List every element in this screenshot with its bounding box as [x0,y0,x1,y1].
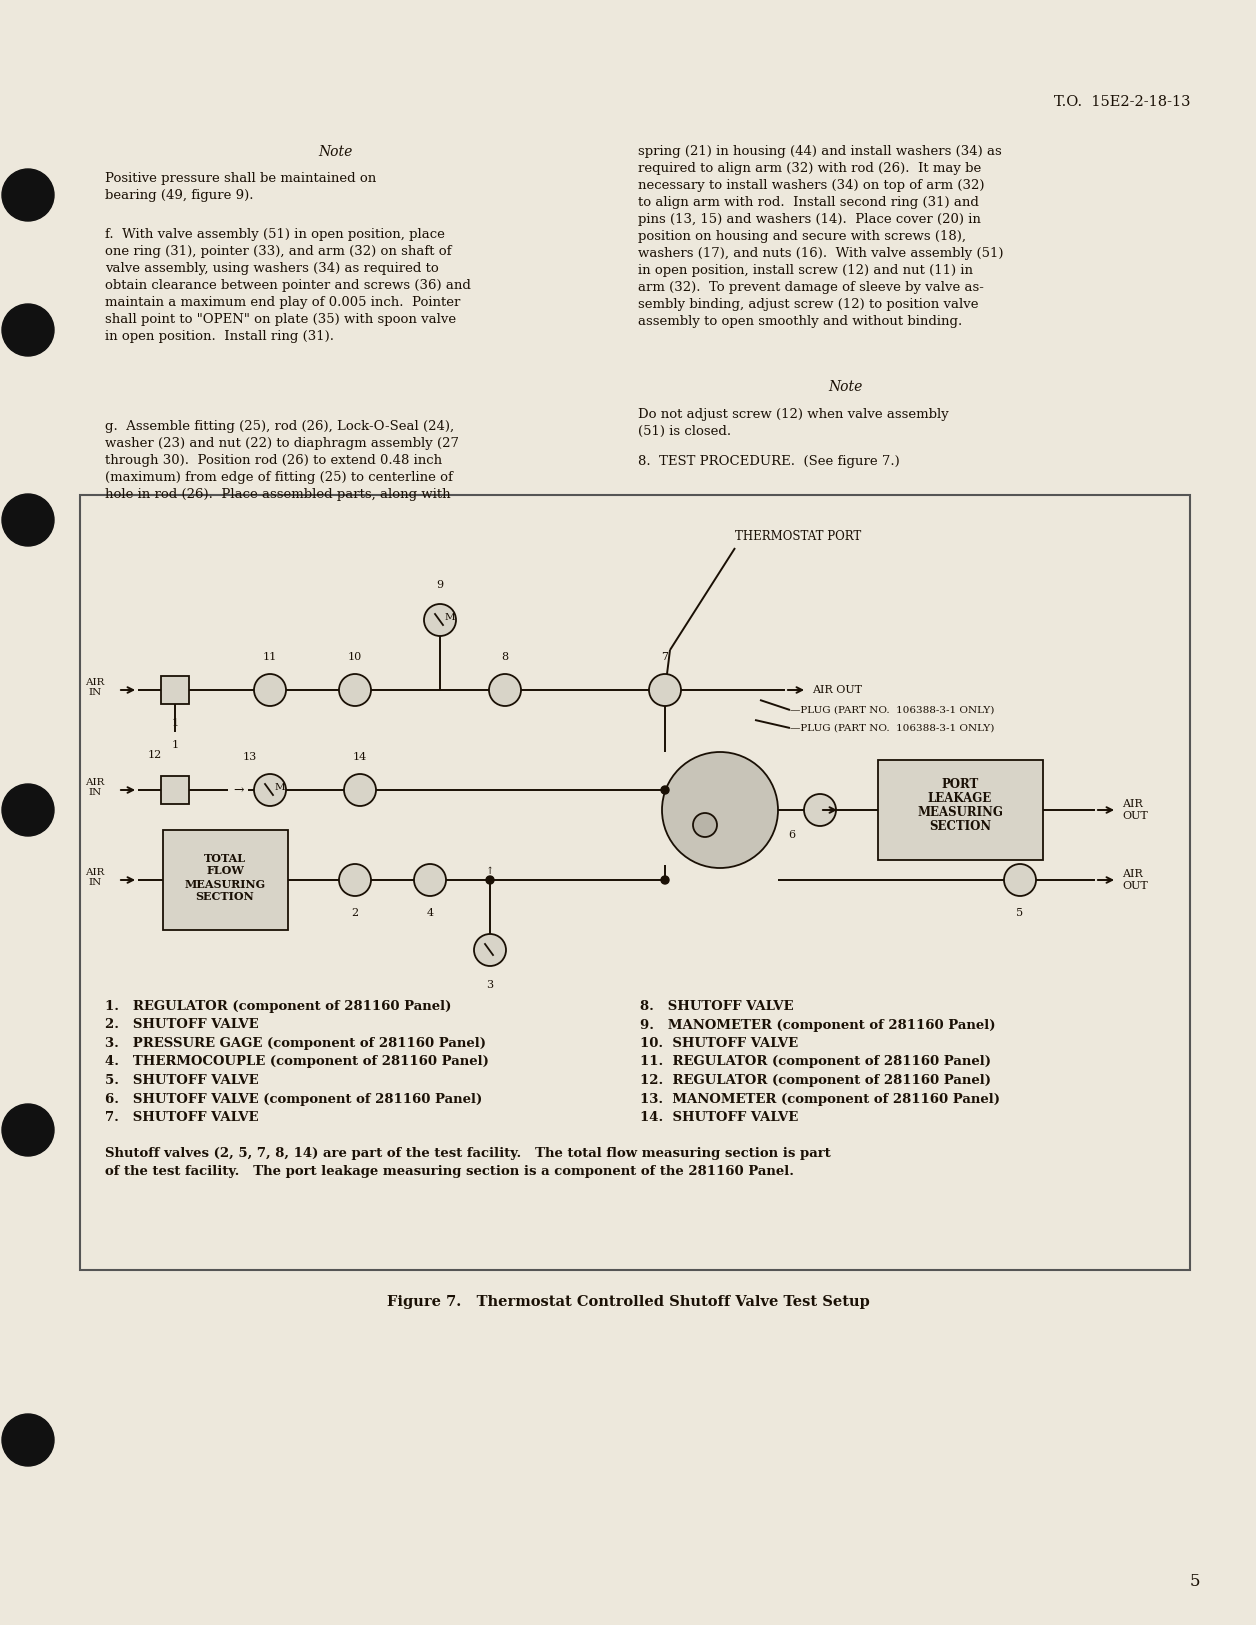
Text: 1: 1 [171,718,178,728]
Text: spring (21) in housing (44) and install washers (34) as
required to align arm (3: spring (21) in housing (44) and install … [638,145,1004,328]
Text: 9: 9 [436,580,443,590]
Circle shape [3,169,54,221]
Text: —PLUG (PART NO.  106388-3-1 ONLY): —PLUG (PART NO. 106388-3-1 ONLY) [790,705,995,715]
Text: 7.   SHUTOFF VALVE: 7. SHUTOFF VALVE [106,1112,259,1124]
Text: 7: 7 [662,652,668,661]
Text: —PLUG (PART NO.  106388-3-1 ONLY): —PLUG (PART NO. 106388-3-1 ONLY) [790,723,995,733]
Circle shape [339,864,371,895]
Text: 8: 8 [501,652,509,661]
Text: 14.  SHUTOFF VALVE: 14. SHUTOFF VALVE [641,1112,799,1124]
Text: Figure 7.   Thermostat Controlled Shutoff Valve Test Setup: Figure 7. Thermostat Controlled Shutoff … [387,1295,869,1310]
Text: 5: 5 [1016,908,1024,918]
Text: MEASURING: MEASURING [185,879,265,889]
Text: 13: 13 [242,752,257,762]
Circle shape [414,864,446,895]
Circle shape [344,774,376,806]
Bar [80,496,1189,1271]
Text: AIR
OUT: AIR OUT [1122,800,1148,821]
Bar [161,676,188,704]
Text: M: M [275,783,285,791]
Text: THERMOSTAT PORT: THERMOSTAT PORT [735,530,862,543]
Text: SECTION: SECTION [196,892,255,902]
Text: AIR
IN: AIR IN [85,678,104,697]
Circle shape [486,876,494,884]
Text: →: → [234,783,244,796]
Circle shape [662,752,777,868]
Text: 3.   PRESSURE GAGE (component of 281160 Panel): 3. PRESSURE GAGE (component of 281160 Pa… [106,1037,486,1050]
Text: 6.   SHUTOFF VALVE (component of 281160 Panel): 6. SHUTOFF VALVE (component of 281160 Pa… [106,1092,482,1105]
Text: 4.   THERMOCOUPLE (component of 281160 Panel): 4. THERMOCOUPLE (component of 281160 Pan… [106,1056,489,1069]
Text: LEAKAGE: LEAKAGE [928,793,992,806]
Text: AIR
OUT: AIR OUT [1122,869,1148,890]
Text: M: M [445,614,456,622]
Circle shape [3,783,54,835]
Text: 3: 3 [486,980,494,990]
Circle shape [3,1103,54,1155]
Bar [163,830,288,929]
Text: TOTAL: TOTAL [203,853,246,863]
Circle shape [3,304,54,356]
Circle shape [425,604,456,635]
Text: ↑: ↑ [486,868,494,876]
Text: Note: Note [318,145,352,159]
Text: 12: 12 [148,751,162,760]
Text: T.O.  15E2-2-18-13: T.O. 15E2-2-18-13 [1054,94,1189,109]
Circle shape [661,786,669,795]
Circle shape [661,876,669,884]
Text: f.  With valve assembly (51) in open position, place
one ring (31), pointer (33): f. With valve assembly (51) in open posi… [106,228,471,343]
Circle shape [474,934,506,965]
Text: PORT: PORT [942,778,978,791]
Circle shape [3,494,54,546]
Text: 11.  REGULATOR (component of 281160 Panel): 11. REGULATOR (component of 281160 Panel… [641,1056,991,1069]
Text: 5.   SHUTOFF VALVE: 5. SHUTOFF VALVE [106,1074,259,1087]
Text: Shutoff valves (2, 5, 7, 8, 14) are part of the test facility.   The total flow : Shutoff valves (2, 5, 7, 8, 14) are part… [106,1147,830,1178]
Text: 12.  REGULATOR (component of 281160 Panel): 12. REGULATOR (component of 281160 Panel… [641,1074,991,1087]
Circle shape [3,1414,54,1466]
Text: Do not adjust screw (12) when valve assembly
(51) is closed.: Do not adjust screw (12) when valve asse… [638,408,948,439]
Text: SECTION: SECTION [929,821,991,834]
Text: 8.   SHUTOFF VALVE: 8. SHUTOFF VALVE [641,999,794,1012]
Text: 14: 14 [353,752,367,762]
Text: 2: 2 [352,908,358,918]
Circle shape [254,674,286,705]
Circle shape [1004,864,1036,895]
Text: 1: 1 [171,739,178,751]
Text: 1.   REGULATOR (component of 281160 Panel): 1. REGULATOR (component of 281160 Panel) [106,999,451,1012]
Text: Positive pressure shall be maintained on
bearing (49, figure 9).: Positive pressure shall be maintained on… [106,172,377,202]
Text: 8.  TEST PROCEDURE.  (See figure 7.): 8. TEST PROCEDURE. (See figure 7.) [638,455,899,468]
Text: Note: Note [828,380,862,393]
Text: g.  Assemble fitting (25), rod (26), Lock-O-Seal (24),
washer (23) and nut (22) : g. Assemble fitting (25), rod (26), Lock… [106,419,458,500]
Text: FLOW: FLOW [206,866,244,876]
Text: 4: 4 [427,908,433,918]
Circle shape [693,812,717,837]
Circle shape [339,674,371,705]
Text: AIR
IN: AIR IN [85,778,104,798]
Text: 2.   SHUTOFF VALVE: 2. SHUTOFF VALVE [106,1019,259,1032]
Text: MEASURING: MEASURING [917,806,1004,819]
Bar [161,777,188,804]
Text: 5: 5 [1189,1573,1199,1589]
Text: 11: 11 [263,652,278,661]
Text: 6: 6 [789,830,795,840]
Circle shape [804,795,836,826]
Text: 10: 10 [348,652,362,661]
Text: 9.   MANOMETER (component of 281160 Panel): 9. MANOMETER (component of 281160 Panel) [641,1019,996,1032]
Text: 10.  SHUTOFF VALVE: 10. SHUTOFF VALVE [641,1037,798,1050]
Text: AIR
IN: AIR IN [85,868,104,887]
Bar [878,760,1042,860]
Text: AIR OUT: AIR OUT [811,686,862,696]
Text: 13.  MANOMETER (component of 281160 Panel): 13. MANOMETER (component of 281160 Panel… [641,1092,1000,1105]
Circle shape [489,674,521,705]
Circle shape [254,774,286,806]
Circle shape [649,674,681,705]
